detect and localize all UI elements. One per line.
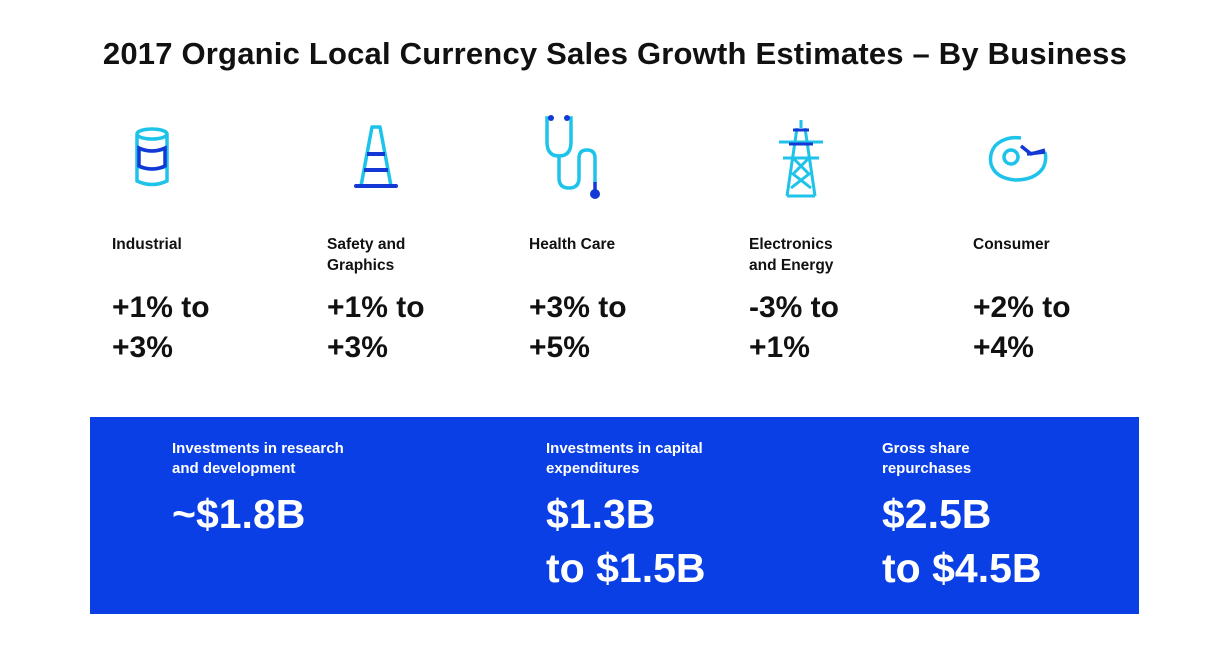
investment-label: Gross share repurchases <box>882 440 972 477</box>
investment-amount: ~$1.8B <box>172 487 372 541</box>
business-name-text: Safety and Graphics <box>327 236 406 274</box>
growth-range-line2: +3% <box>112 331 173 364</box>
business-name: Safety and Graphics <box>327 234 527 276</box>
page-title: 2017 Organic Local Currency Sales Growth… <box>102 36 1128 71</box>
growth-range-line2: +3% <box>327 331 388 364</box>
power-tower-icon <box>775 118 827 208</box>
investment-label: Investments in capital expenditures <box>546 440 703 477</box>
business-name-text: Electronics and Energy <box>749 236 834 274</box>
investment-amount: $1.3B to $1.5B <box>546 487 716 595</box>
investment-amount-line1: ~$1.8B <box>172 491 306 537</box>
traffic-cone-icon <box>353 124 399 214</box>
growth-range-line1: +2% to <box>973 291 1071 324</box>
growth-range-line2: +5% <box>529 331 590 364</box>
oil-barrel-icon <box>132 126 172 216</box>
business-name: Electronics and Energy <box>749 234 949 276</box>
business-name: Industrial <box>112 236 182 253</box>
tape-dispenser-icon <box>987 130 1053 220</box>
business-name: Consumer <box>973 236 1050 253</box>
investment-amount-line2: to $1.5B <box>546 545 706 591</box>
growth-range-line1: +3% to <box>529 291 627 324</box>
investment-label: Investments in research and development <box>172 440 344 477</box>
investment-rnd: Investments in research and development … <box>172 439 372 541</box>
business-name: Health Care <box>529 236 616 253</box>
investment-capex: Investments in capital expenditures $1.3… <box>546 439 716 595</box>
investment-amount-line1: $2.5B <box>882 491 992 537</box>
investment-share-repurchases: Gross share repurchases $2.5B to $4.5B <box>882 439 1042 595</box>
growth-range-line2: +1% <box>749 331 810 364</box>
growth-range-line1: +1% to <box>112 291 210 324</box>
growth-range-line2: +4% <box>973 331 1034 364</box>
stethoscope-icon <box>541 112 605 202</box>
investment-amount: $2.5B to $4.5B <box>882 487 1042 595</box>
investments-banner: Investments in research and development … <box>90 417 1139 614</box>
investment-amount-line2: to $4.5B <box>882 545 1042 591</box>
growth-range-line1: -3% to <box>749 291 839 324</box>
growth-range-line1: +1% to <box>327 291 425 324</box>
investment-amount-line1: $1.3B <box>546 491 656 537</box>
